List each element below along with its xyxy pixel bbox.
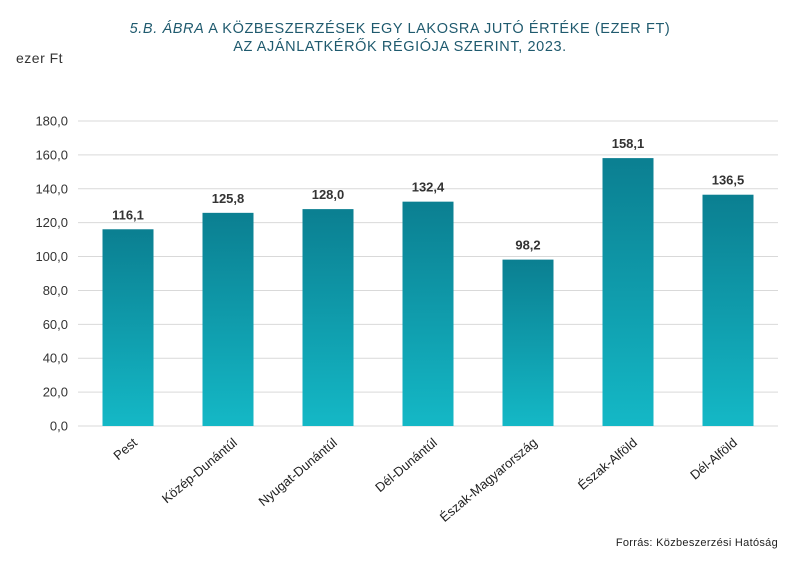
bar xyxy=(602,158,654,426)
figure-number: 5.B. ÁBRA xyxy=(129,21,205,37)
y-tick-label: 0,0 xyxy=(50,419,68,434)
x-category-label: Dél-Alföld xyxy=(687,435,740,483)
bar xyxy=(302,209,354,426)
bars: 116,1 125,8 128,0 132,4 98,2 158,1 136,5 xyxy=(102,136,754,426)
bar xyxy=(702,194,754,426)
title-line-1: A KÖZBESZERZÉSEK EGY LAKOSRA JUTÓ ÉRTÉKE… xyxy=(208,21,671,37)
bar xyxy=(402,201,454,426)
x-category-label: Pest xyxy=(110,435,140,463)
y-tick-label: 100,0 xyxy=(35,249,68,264)
y-tick-label: 80,0 xyxy=(43,283,68,298)
x-category-label: Észak-Magyarország xyxy=(437,435,540,525)
title-line-2: AZ AJÁNLATKÉRŐK RÉGIÓJA SZERINT, 2023. xyxy=(233,39,567,55)
data-label: 158,1 xyxy=(612,136,645,151)
data-label: 125,8 xyxy=(212,191,245,206)
data-label: 116,1 xyxy=(112,207,144,222)
data-label: 128,0 xyxy=(312,187,345,202)
y-tick-label: 140,0 xyxy=(35,181,68,196)
bar xyxy=(502,259,554,426)
chart-title: 5.B. ÁBRA A KÖZBESZERZÉSEK EGY LAKOSRA J… xyxy=(0,20,800,56)
data-label: 132,4 xyxy=(412,180,445,195)
data-label: 136,5 xyxy=(712,173,745,188)
x-axis: Pest Közép-Dunántúl Nyugat-Dunántúl Dél-Dun… xyxy=(110,435,740,525)
source-note: Forrás: Közbeszerzési Hatóság xyxy=(615,537,778,549)
x-category-label: Nyugat-Dunántúl xyxy=(256,435,340,509)
y-tick-label: 60,0 xyxy=(43,317,68,332)
x-category-label: Dél-Dunántúl xyxy=(372,435,440,495)
x-category-label: Közép-Dunántúl xyxy=(159,435,240,506)
y-unit-label: ezer Ft xyxy=(16,50,64,66)
data-label: 98,2 xyxy=(515,238,540,253)
bar xyxy=(202,212,254,426)
y-tick-label: 180,0 xyxy=(35,114,68,129)
y-tick-label: 160,0 xyxy=(35,147,68,162)
y-tick-label: 120,0 xyxy=(35,215,68,230)
x-category-label: Észak-Alföld xyxy=(575,435,640,493)
y-axis: 0,0 20,0 40,0 60,0 80,0 100,0 120,0 140,0 160,0 1… xyxy=(35,114,68,434)
y-tick-label: 20,0 xyxy=(43,385,68,400)
y-tick-label: 40,0 xyxy=(43,351,68,366)
bar xyxy=(102,229,154,426)
